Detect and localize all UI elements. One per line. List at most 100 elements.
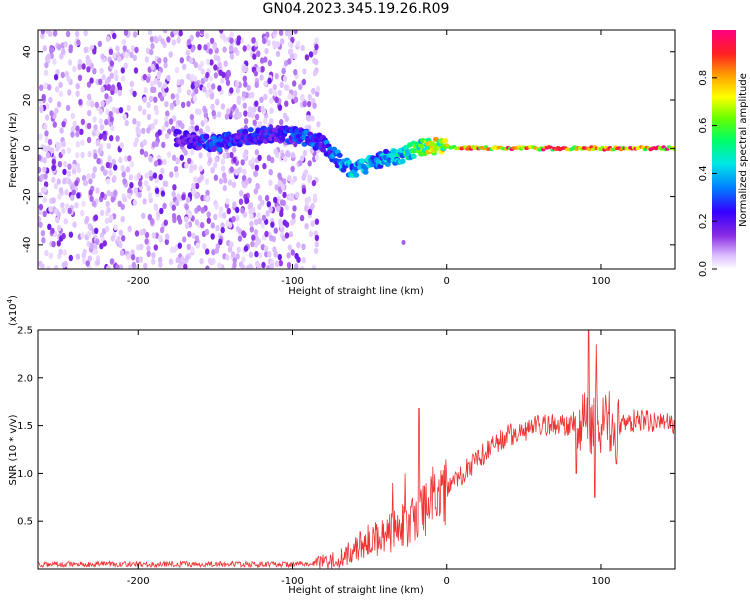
noise-cell [278, 221, 283, 229]
noise-cell [93, 152, 98, 160]
noise-cell [257, 264, 262, 269]
noise-cell [145, 76, 151, 83]
noise-cell [111, 106, 117, 114]
figure-title: GN04.2023.345.19.26.R09 [262, 1, 450, 17]
y-tick-label: -40 [22, 237, 33, 253]
noise-cell [190, 83, 195, 90]
noise-cell [157, 81, 162, 88]
noise-cell [235, 206, 240, 214]
noise-cell [48, 206, 53, 213]
spectrogram-y-axis: -40 -20 0 20 40 [22, 45, 675, 253]
noise-cell [38, 166, 42, 174]
noise-cell [188, 126, 193, 133]
noise-cell [275, 50, 281, 58]
noise-cell [194, 87, 199, 95]
x-tick-label: -100 [281, 276, 304, 287]
noise-cell [142, 139, 147, 146]
noise-cell [77, 63, 82, 70]
signal-cell [320, 147, 326, 153]
noise-cell [235, 215, 240, 222]
noise-cell [120, 75, 126, 82]
noise-cell [253, 188, 258, 195]
noise-cell [95, 238, 100, 245]
noise-cell [38, 192, 43, 199]
noise-cell [207, 257, 213, 264]
noise-cell [143, 151, 149, 158]
noise-cell [166, 74, 171, 82]
signal-cell [429, 141, 436, 147]
noise-cell [215, 225, 220, 232]
signal-cell [216, 147, 223, 153]
noise-cell [254, 149, 260, 156]
noise-cell [287, 41, 293, 48]
noise-cell [182, 236, 187, 243]
noise-cell [83, 46, 89, 54]
noise-cell [136, 128, 142, 136]
noise-cell [205, 71, 210, 79]
x-tick-label: -200 [127, 576, 150, 587]
noise-cell [280, 38, 285, 45]
noise-cell [315, 85, 321, 93]
noise-cell [38, 208, 43, 215]
noise-cell [110, 124, 115, 132]
noise-cell [166, 151, 172, 158]
noise-cell [209, 93, 215, 100]
noise-cell [288, 231, 294, 238]
noise-cell [243, 245, 249, 252]
noise-cell [109, 135, 114, 142]
noise-cell [62, 249, 68, 256]
noise-cell [38, 221, 43, 228]
noise-cell [118, 107, 124, 114]
noise-cell [259, 57, 265, 64]
noise-cell [56, 178, 61, 185]
noise-cell [39, 106, 44, 114]
snr-x-axis: -200 -100 0 100 [127, 330, 611, 587]
noise-cell [115, 264, 120, 269]
noise-cell [248, 263, 253, 269]
noise-cell [315, 90, 320, 97]
noise-cell [274, 96, 279, 104]
noise-cell [57, 193, 62, 200]
noise-cell [203, 44, 208, 51]
noise-cell [226, 207, 231, 215]
noise-cell [59, 53, 64, 60]
noise-cell [137, 180, 143, 187]
noise-cell [236, 246, 241, 254]
noise-cell [75, 253, 81, 260]
noise-cell [143, 86, 148, 94]
noise-cell [300, 44, 305, 52]
noise-cell [56, 224, 62, 232]
noise-cell [269, 263, 274, 269]
noise-cell [54, 86, 60, 93]
noise-cell [91, 172, 96, 179]
noise-cell [232, 257, 237, 264]
noise-cell [272, 90, 278, 97]
noise-cell [158, 261, 163, 268]
noise-cell [47, 84, 52, 91]
noise-cell [186, 38, 192, 46]
noise-cell [217, 85, 222, 92]
noise-cell [61, 232, 66, 240]
noise-cell [218, 178, 224, 185]
noise-cell [311, 87, 316, 95]
noise-cell [86, 122, 92, 130]
noise-cell [132, 31, 138, 38]
noise-cell [64, 189, 69, 196]
noise-cell [229, 151, 234, 159]
noise-cell [87, 93, 92, 101]
noise-cell [286, 262, 292, 269]
noise-cell [277, 253, 282, 261]
noise-cell [176, 193, 181, 200]
noise-cell [124, 155, 129, 162]
noise-cell [111, 158, 116, 166]
noise-cell [269, 118, 274, 125]
noise-cell [46, 265, 51, 269]
noise-cell [183, 263, 188, 269]
noise-cell [113, 69, 119, 76]
noise-cell [150, 123, 155, 130]
noise-cell [205, 124, 210, 132]
noise-cell [47, 30, 53, 37]
noise-cell [125, 166, 131, 173]
noise-cell [229, 45, 234, 52]
noise-cell [161, 125, 167, 132]
